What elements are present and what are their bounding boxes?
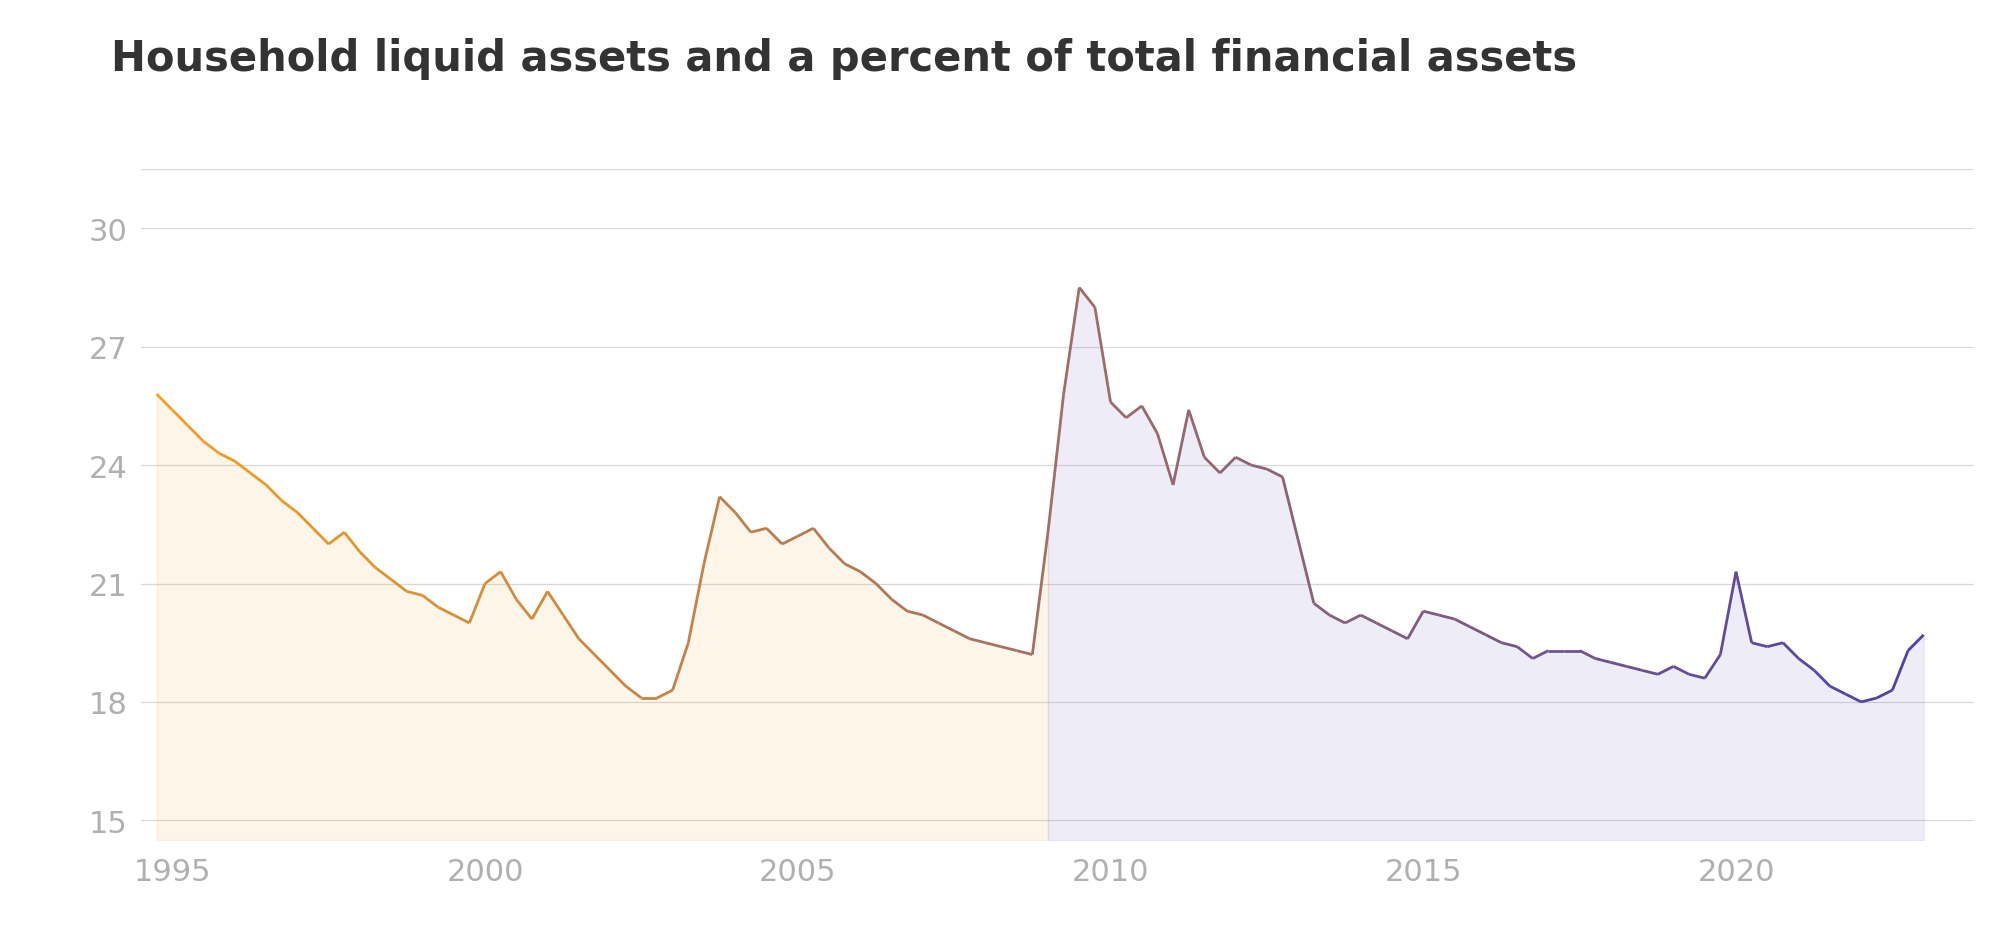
Text: Household liquid assets and a percent of total financial assets: Household liquid assets and a percent of…	[111, 38, 1577, 79]
